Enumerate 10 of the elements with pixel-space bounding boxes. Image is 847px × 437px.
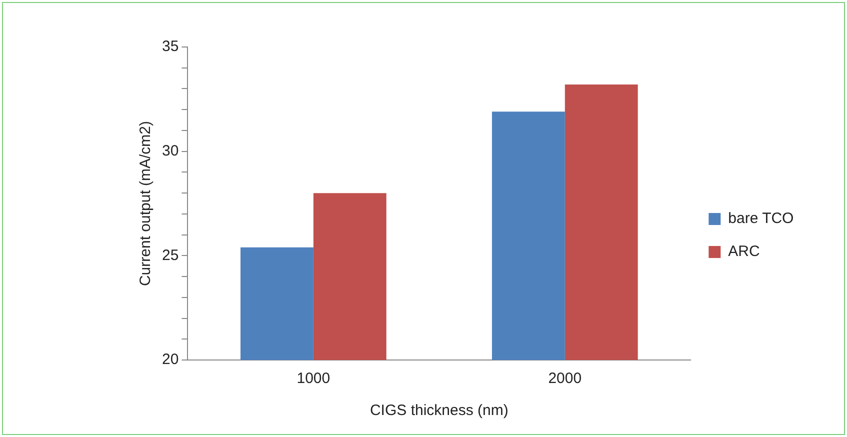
y-tick-label: 35 (162, 38, 179, 56)
y-tick-label: 20 (162, 351, 179, 368)
legend-label: ARC (728, 243, 760, 260)
x-tick-label: 2000 (548, 370, 582, 388)
y-axis-title: Current output (mA/cm2) (137, 120, 154, 286)
y-tick-label: 30 (162, 142, 179, 160)
x-tick-label: 1000 (296, 370, 330, 388)
y-tick-label: 25 (162, 246, 179, 264)
legend-label: bare TCO (728, 210, 794, 228)
x-axis-title: CIGS thickness (nm) (370, 402, 508, 420)
